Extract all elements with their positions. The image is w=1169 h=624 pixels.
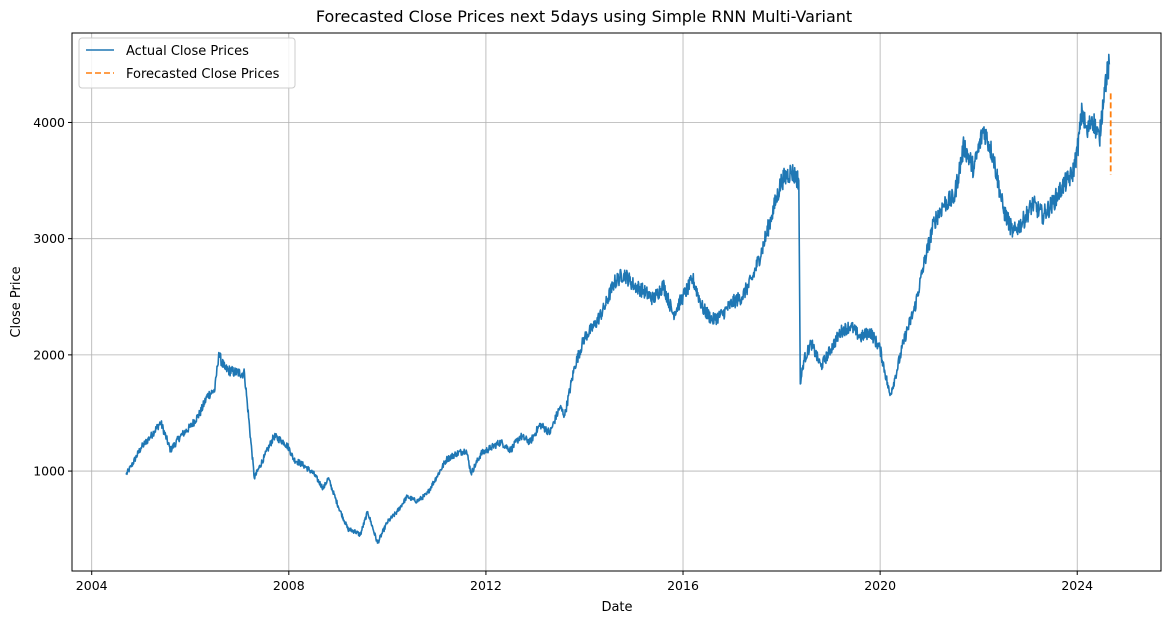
- x-tick-label: 2024: [1061, 578, 1093, 593]
- x-tick-label: 2008: [273, 578, 305, 593]
- plot-frame: [71, 32, 1162, 572]
- y-axis-label: Close Price: [9, 266, 24, 337]
- y-tick-label: 1000: [33, 464, 65, 479]
- grid: [72, 33, 1161, 571]
- x-tick-label: 2020: [864, 578, 896, 593]
- y-tick-label: 4000: [33, 115, 65, 130]
- legend: Actual Close Prices Forecasted Close Pri…: [78, 37, 296, 89]
- y-tick-label: 2000: [33, 347, 65, 362]
- x-tick-label: 2016: [667, 578, 699, 593]
- actual-close-line: [125, 53, 1111, 544]
- y-tick-label: 3000: [33, 231, 65, 246]
- x-tick-label: 2004: [76, 578, 108, 593]
- x-tick-label: 2012: [470, 578, 502, 593]
- legend-forecast-label: Forecasted Close Prices: [126, 67, 280, 82]
- y-axis: 1000 2000 3000 4000: [33, 115, 72, 479]
- chart-title: Forecasted Close Prices next 5days using…: [316, 7, 852, 26]
- legend-actual-label: Actual Close Prices: [126, 44, 249, 59]
- x-axis: 2004 2008 2012 2016 2020 2024: [76, 571, 1093, 593]
- legend-box: [78, 37, 296, 89]
- plot-area: [125, 53, 1112, 544]
- x-axis-label: Date: [601, 600, 632, 615]
